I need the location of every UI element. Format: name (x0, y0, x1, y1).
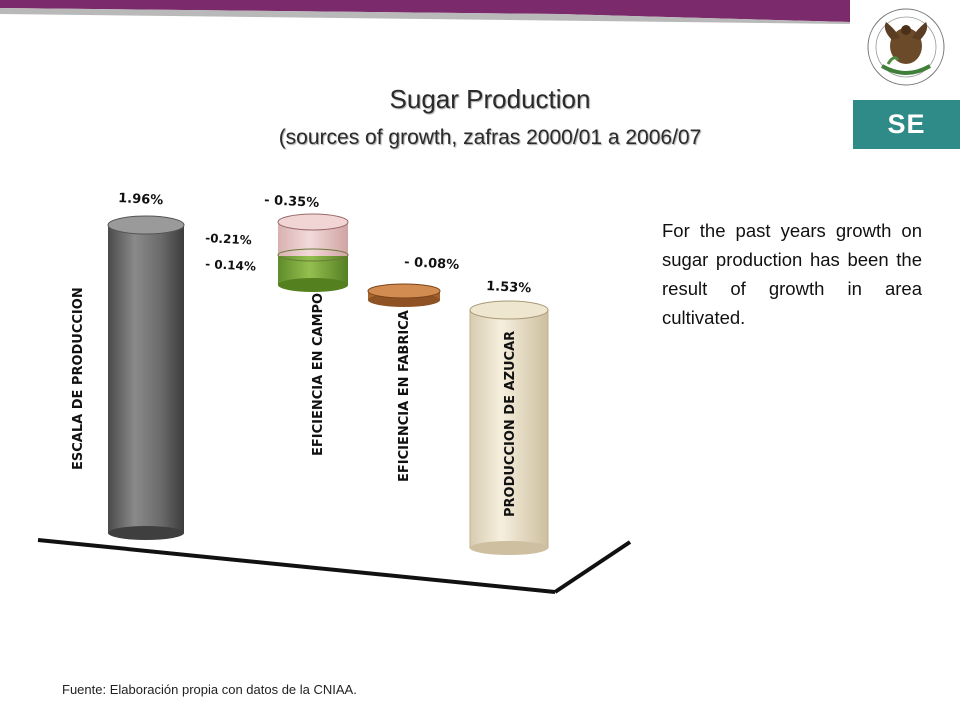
top-decorative-band (0, 0, 850, 24)
bar-bottom (278, 278, 348, 292)
value-label-campo-green: - 0.14% (205, 257, 256, 274)
bar-body (469, 309, 549, 549)
floor-line-right (553, 540, 632, 594)
chart-title: Sugar Production (389, 84, 591, 114)
floor-line (37, 538, 556, 594)
value-label-campo-total: - 0.35% (264, 193, 320, 211)
mexico-emblem-logo (852, 0, 960, 98)
segment-divider (277, 248, 349, 262)
bar-top (469, 300, 549, 320)
category-label-produccion: PRODUCCION DE AZUCAR (503, 331, 518, 517)
source-note: Fuente: Elaboración propia con datos de … (62, 682, 357, 697)
chart-subtitle: (sources of growth, zafras 2000/01 a 200… (278, 126, 702, 149)
value-label-escala: 1.96% (118, 191, 164, 208)
value-label-campo-pink: -0.21% (205, 231, 252, 247)
bar-eficiencia-en-fabrica (367, 283, 441, 307)
category-label-escala: ESCALA DE PRODUCCION (71, 287, 86, 470)
bar-body (108, 225, 184, 533)
waterfall-chart: 1.96% - 0.35% -0.21% - 0.14% - 0.08% 1.5… (37, 191, 632, 594)
value-label-produccion: 1.53% (486, 279, 532, 296)
bar-bottom (108, 526, 184, 540)
bar-escala-de-produccion (107, 215, 185, 540)
bar-top (107, 215, 185, 235)
bar-top (367, 283, 441, 299)
bar-eficiencia-en-campo (277, 213, 349, 292)
category-label-campo: EFICIENCIA EN CAMPO (311, 293, 326, 456)
category-label-fabrica: EFICIENCIA EN FABRICA (397, 310, 412, 482)
description-text: For the past years growth on sugar produ… (662, 220, 922, 328)
bar-produccion-de-azucar (469, 300, 549, 555)
se-logo: SE (853, 100, 960, 149)
value-label-fabrica: - 0.08% (404, 255, 460, 273)
bar-bottom (470, 541, 548, 555)
bar-top (277, 213, 349, 231)
